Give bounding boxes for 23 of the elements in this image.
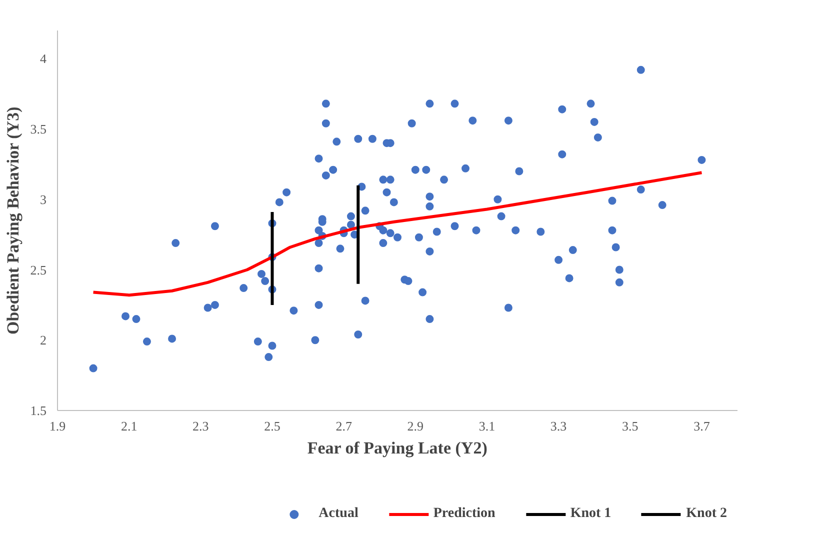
- x-tick-label: 2.1: [120, 418, 138, 434]
- x-tick-label: 2.5: [264, 418, 280, 434]
- legend-label: Knot 1: [570, 506, 612, 522]
- x-tick-label: 2.7: [336, 418, 352, 434]
- x-axis-title: Fear of Paying Late (Y2): [307, 438, 488, 458]
- x-tick-label: 2.3: [192, 418, 209, 434]
- y-tick-label: 3.5: [30, 122, 46, 137]
- legend-label: Knot 2: [686, 506, 727, 522]
- y-tick-label: 1.5: [30, 403, 46, 418]
- y-axis-title: Obedient Paying Behavior (Y3): [3, 106, 22, 335]
- legend-label: Prediction: [433, 506, 496, 522]
- line-series: [92, 171, 704, 297]
- y-tick-label: 3: [40, 192, 46, 207]
- y-tick-label: 2.5: [30, 262, 46, 278]
- x-tick-label: 3.3: [550, 418, 567, 434]
- legend-label: Actual: [318, 506, 358, 522]
- x-tick-label: 3.1: [478, 418, 496, 434]
- x-tick-label: 2.9: [407, 418, 424, 434]
- x-tick-label: 3.5: [622, 418, 638, 434]
- y-tick-label: 2: [40, 332, 46, 348]
- x-tick-label: 1.9: [49, 418, 66, 434]
- y-tick-label: 4: [40, 51, 47, 66]
- x-tick-label: 3.7: [694, 418, 710, 434]
